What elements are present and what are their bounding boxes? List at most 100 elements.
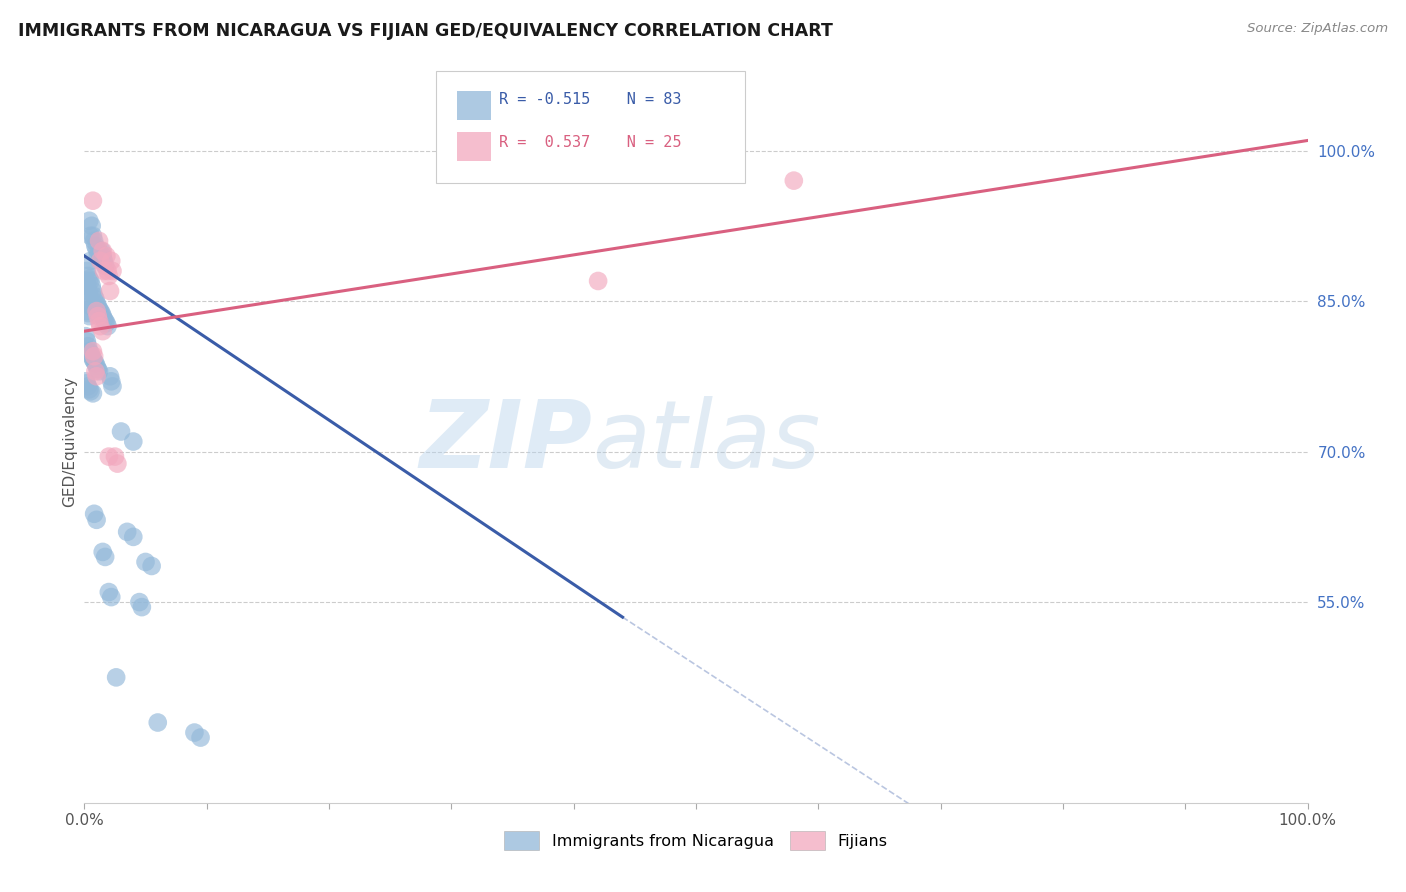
Point xyxy=(94,314,117,328)
Point xyxy=(77,339,100,353)
Point xyxy=(90,306,112,320)
Point xyxy=(79,274,101,288)
Point xyxy=(86,242,108,256)
Point xyxy=(84,239,107,253)
Point xyxy=(100,590,122,604)
Text: ZIP: ZIP xyxy=(419,395,592,488)
Point xyxy=(94,549,117,564)
Point xyxy=(79,254,101,268)
Point xyxy=(86,304,108,318)
Y-axis label: GED/Equivalency: GED/Equivalency xyxy=(62,376,77,507)
Point xyxy=(75,274,97,288)
Point xyxy=(76,334,98,349)
Point xyxy=(79,384,101,399)
Point xyxy=(89,319,111,334)
Point xyxy=(783,174,806,188)
Point xyxy=(115,524,138,539)
Point xyxy=(94,259,117,273)
Point xyxy=(100,254,122,268)
Point xyxy=(89,304,111,318)
Point xyxy=(141,558,163,574)
Point xyxy=(86,513,108,527)
Point xyxy=(76,264,98,278)
Point xyxy=(77,213,100,227)
Point xyxy=(96,316,118,330)
Point xyxy=(77,272,100,286)
Point xyxy=(84,292,107,306)
Point xyxy=(146,715,169,730)
Point xyxy=(84,356,107,370)
Point xyxy=(83,289,105,303)
Point xyxy=(76,376,98,391)
Point xyxy=(83,507,105,521)
Point xyxy=(91,324,114,338)
Point xyxy=(84,364,107,378)
Point xyxy=(91,244,114,258)
Point xyxy=(97,268,120,283)
Point xyxy=(83,234,105,248)
Text: Source: ZipAtlas.com: Source: ZipAtlas.com xyxy=(1247,22,1388,36)
Point xyxy=(135,555,157,569)
Point xyxy=(87,301,110,317)
Point xyxy=(75,329,97,343)
Point xyxy=(96,249,118,263)
Point xyxy=(75,375,97,389)
Point xyxy=(87,364,110,378)
Point xyxy=(586,274,609,288)
Point xyxy=(183,725,205,739)
Text: R = -0.515    N = 83: R = -0.515 N = 83 xyxy=(499,93,682,107)
Point xyxy=(97,585,120,599)
Point xyxy=(82,228,104,243)
Point xyxy=(90,244,112,258)
Point xyxy=(91,249,114,263)
Point xyxy=(122,530,145,544)
Text: IMMIGRANTS FROM NICARAGUA VS FIJIAN GED/EQUIVALENCY CORRELATION CHART: IMMIGRANTS FROM NICARAGUA VS FIJIAN GED/… xyxy=(18,22,834,40)
Point xyxy=(77,306,100,320)
Point xyxy=(79,346,101,360)
Legend: Immigrants from Nicaragua, Fijians: Immigrants from Nicaragua, Fijians xyxy=(498,825,894,856)
Point xyxy=(77,284,100,298)
Point xyxy=(100,375,122,389)
Point xyxy=(97,450,120,464)
Point xyxy=(77,309,100,323)
Point xyxy=(77,268,100,283)
Point xyxy=(76,279,98,293)
Point xyxy=(77,382,100,396)
Point xyxy=(83,349,105,363)
Point xyxy=(91,545,114,559)
Point xyxy=(128,595,150,609)
Point xyxy=(87,314,110,328)
Point xyxy=(77,293,100,308)
Point xyxy=(97,319,120,334)
Point xyxy=(86,296,108,310)
Point xyxy=(77,379,100,393)
Point xyxy=(86,359,108,374)
Point xyxy=(80,279,103,293)
Point xyxy=(122,434,145,449)
Point xyxy=(101,264,124,278)
Point xyxy=(98,369,121,384)
Point xyxy=(77,289,100,303)
Point xyxy=(91,309,114,323)
Point xyxy=(101,379,124,393)
Point xyxy=(131,600,153,615)
Point xyxy=(98,284,121,298)
Point xyxy=(80,349,103,363)
Point xyxy=(105,457,128,471)
Point xyxy=(89,249,111,263)
Point xyxy=(77,344,100,359)
Point xyxy=(86,369,108,384)
Point xyxy=(76,304,98,318)
Point xyxy=(82,386,104,401)
Point xyxy=(87,249,110,263)
Point xyxy=(87,309,110,323)
Point xyxy=(80,219,103,233)
Text: atlas: atlas xyxy=(592,396,820,487)
Point xyxy=(79,299,101,313)
Point xyxy=(87,299,110,313)
Point xyxy=(110,425,132,439)
Point xyxy=(79,228,101,243)
Point xyxy=(93,312,115,326)
Point xyxy=(104,450,127,464)
Point xyxy=(89,254,111,268)
